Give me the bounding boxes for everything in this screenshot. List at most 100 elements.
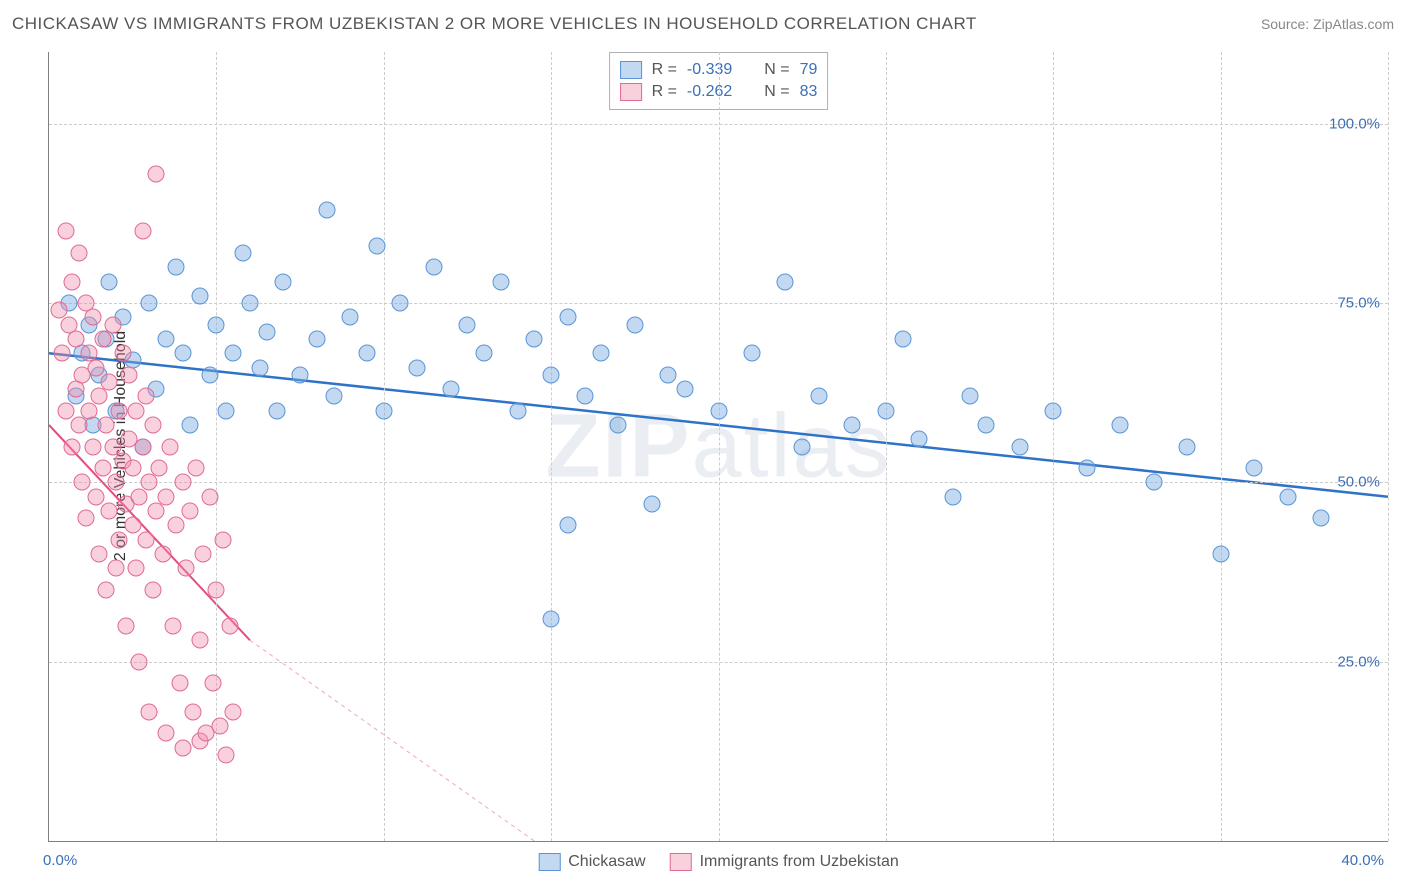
data-point <box>643 495 660 512</box>
data-point <box>1279 488 1296 505</box>
gridline-v <box>1388 52 1389 841</box>
y-tick-label: 100.0% <box>1329 115 1380 132</box>
data-point <box>425 259 442 276</box>
data-point <box>128 402 145 419</box>
data-point <box>64 438 81 455</box>
data-point <box>375 402 392 419</box>
data-point <box>911 431 928 448</box>
data-point <box>191 287 208 304</box>
legend-series-name: Chickasaw <box>568 853 645 871</box>
data-point <box>961 388 978 405</box>
data-point <box>526 330 543 347</box>
data-point <box>235 244 252 261</box>
gridline-v <box>1221 52 1222 841</box>
data-point <box>97 581 114 598</box>
source-label: Source: ZipAtlas.com <box>1261 16 1394 32</box>
data-point <box>114 345 131 362</box>
scatter-plot: ZIPatlas R = -0.339N = 79R = -0.262N = 8… <box>48 52 1388 842</box>
data-point <box>275 273 292 290</box>
data-point <box>141 703 158 720</box>
data-point <box>1313 510 1330 527</box>
n-label: N = <box>764 83 789 101</box>
data-point <box>392 295 409 312</box>
data-point <box>1078 460 1095 477</box>
legend-item: Immigrants from Uzbekistan <box>670 853 899 871</box>
data-point <box>168 259 185 276</box>
data-point <box>1212 546 1229 563</box>
data-point <box>124 517 141 534</box>
data-point <box>141 474 158 491</box>
data-point <box>101 503 118 520</box>
data-point <box>677 381 694 398</box>
data-point <box>559 517 576 534</box>
data-point <box>442 381 459 398</box>
y-tick-label: 75.0% <box>1337 295 1380 312</box>
data-point <box>87 488 104 505</box>
data-point <box>67 330 84 347</box>
data-point <box>225 345 242 362</box>
legend-swatch <box>538 853 560 871</box>
data-point <box>978 416 995 433</box>
data-point <box>161 438 178 455</box>
data-point <box>158 330 175 347</box>
data-point <box>158 725 175 742</box>
data-point <box>610 416 627 433</box>
data-point <box>476 345 493 362</box>
data-point <box>208 581 225 598</box>
data-point <box>91 546 108 563</box>
legend-swatch <box>620 83 642 101</box>
data-point <box>660 366 677 383</box>
gridline-v <box>719 52 720 841</box>
data-point <box>191 632 208 649</box>
data-point <box>1246 460 1263 477</box>
data-point <box>342 309 359 326</box>
data-point <box>710 402 727 419</box>
legend-swatch <box>670 853 692 871</box>
data-point <box>134 438 151 455</box>
data-point <box>218 746 235 763</box>
data-point <box>57 223 74 240</box>
data-point <box>359 345 376 362</box>
data-point <box>576 388 593 405</box>
data-point <box>626 316 643 333</box>
r-label: R = <box>652 61 677 79</box>
data-point <box>94 460 111 477</box>
data-point <box>201 488 218 505</box>
data-point <box>593 345 610 362</box>
data-point <box>944 488 961 505</box>
n-value: 83 <box>800 83 818 101</box>
data-point <box>71 416 88 433</box>
data-point <box>174 474 191 491</box>
data-point <box>148 165 165 182</box>
data-point <box>164 617 181 634</box>
data-point <box>174 345 191 362</box>
data-point <box>509 402 526 419</box>
r-value: -0.339 <box>687 61 732 79</box>
data-point <box>369 237 386 254</box>
data-point <box>84 438 101 455</box>
data-point <box>268 402 285 419</box>
n-label: N = <box>764 61 789 79</box>
data-point <box>131 488 148 505</box>
n-value: 79 <box>800 61 818 79</box>
data-point <box>208 316 225 333</box>
data-point <box>215 531 232 548</box>
data-point <box>144 416 161 433</box>
data-point <box>559 309 576 326</box>
data-point <box>1145 474 1162 491</box>
data-point <box>101 273 118 290</box>
data-point <box>154 546 171 563</box>
data-point <box>543 610 560 627</box>
data-point <box>101 373 118 390</box>
data-point <box>318 201 335 218</box>
data-point <box>221 617 238 634</box>
data-point <box>877 402 894 419</box>
data-point <box>174 739 191 756</box>
data-point <box>743 345 760 362</box>
chart-title: CHICKASAW VS IMMIGRANTS FROM UZBEKISTAN … <box>12 14 977 34</box>
data-point <box>141 295 158 312</box>
data-point <box>158 488 175 505</box>
data-point <box>138 531 155 548</box>
data-point <box>325 388 342 405</box>
data-point <box>91 388 108 405</box>
